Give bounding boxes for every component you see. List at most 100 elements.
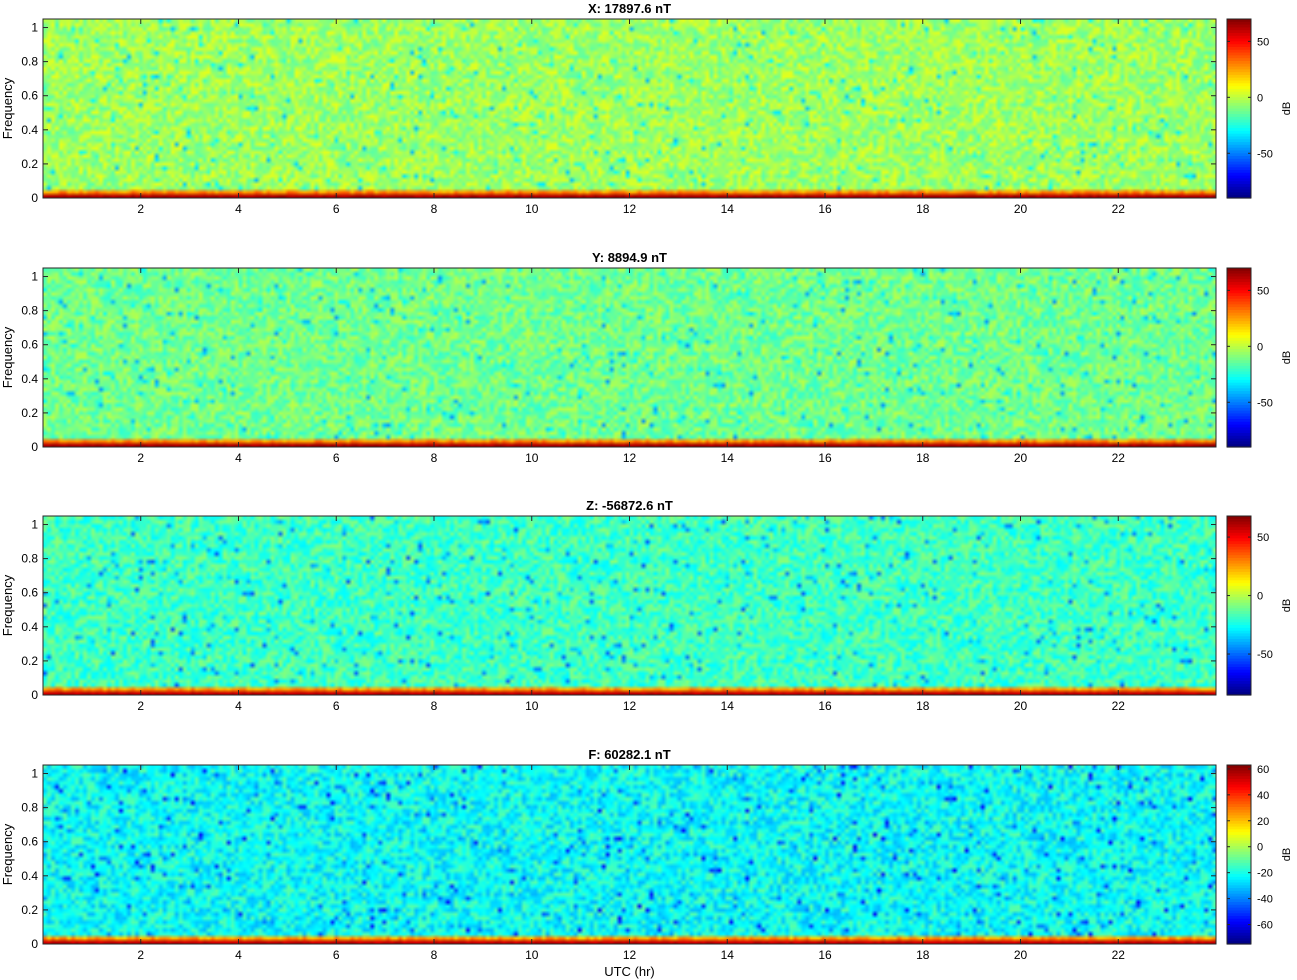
colorbar-swatch <box>1227 848 1251 853</box>
colorbar-swatch <box>1227 122 1251 126</box>
colorbar-swatch <box>1227 552 1251 556</box>
x-tick-label: 10 <box>525 451 539 465</box>
colorbar-swatch <box>1227 778 1251 783</box>
colorbar-swatch <box>1227 340 1251 345</box>
colorbar-swatch <box>1227 388 1251 392</box>
x-tick-label: 12 <box>623 451 637 465</box>
y-tick-label: 0.4 <box>21 372 38 386</box>
colorbar-swatch <box>1227 667 1251 671</box>
colorbar-swatch <box>1227 812 1251 816</box>
colorbar-swatch <box>1227 871 1251 875</box>
colorbar-swatch <box>1227 416 1251 420</box>
colorbar-swatch <box>1227 125 1251 129</box>
colorbar-swatch <box>1227 298 1251 303</box>
colorbar-swatch <box>1227 304 1251 308</box>
y-tick-label: 0 <box>31 191 38 205</box>
x-tick-label: 22 <box>1112 202 1126 216</box>
colorbar-swatch <box>1227 605 1251 609</box>
colorbar-swatch <box>1227 60 1251 65</box>
colorbar-swatch <box>1227 577 1251 581</box>
colorbar-swatch <box>1227 301 1251 305</box>
colorbar-swatch <box>1227 167 1251 171</box>
colorbar-swatch <box>1227 938 1251 942</box>
x-tick-label: 2 <box>137 451 144 465</box>
colorbar-swatch <box>1227 527 1251 531</box>
colorbar-swatch <box>1227 391 1251 395</box>
colorbar-swatch <box>1227 868 1251 872</box>
colorbar-swatch <box>1227 888 1251 892</box>
colorbar-swatch <box>1227 195 1251 199</box>
x-tick-label: 6 <box>333 202 340 216</box>
y-tick-label: 0 <box>31 688 38 702</box>
colorbar-swatch <box>1227 94 1251 98</box>
colorbar-swatch <box>1227 818 1251 822</box>
colorbar-swatch <box>1227 335 1251 339</box>
colorbar-swatch <box>1227 19 1251 23</box>
x-tick-label: 18 <box>916 948 930 962</box>
colorbar-swatch <box>1227 349 1251 353</box>
x-tick-label: 16 <box>818 451 832 465</box>
colorbar-swatch <box>1227 175 1251 180</box>
colorbar-swatch <box>1227 655 1251 660</box>
colorbar-swatch <box>1227 591 1251 595</box>
colorbar-swatch <box>1227 834 1251 839</box>
colorbar-tick-label: -50 <box>1257 397 1273 409</box>
y-tick-label: 0.4 <box>21 123 38 137</box>
colorbar-swatch <box>1227 692 1251 696</box>
colorbar-swatch <box>1227 192 1251 196</box>
colorbar-swatch <box>1227 837 1251 842</box>
colorbar-swatch <box>1227 184 1251 188</box>
x-tick-label: 16 <box>818 699 832 713</box>
colorbar-swatch <box>1227 38 1251 42</box>
y-tick-label: 0 <box>31 937 38 951</box>
colorbar-swatch <box>1227 765 1251 769</box>
colorbar-swatch <box>1227 851 1251 856</box>
x-tick-label: 20 <box>1014 451 1028 465</box>
colorbar-swatch <box>1227 27 1251 31</box>
x-tick-label: 22 <box>1112 699 1126 713</box>
colorbar-swatch <box>1227 571 1251 576</box>
colorbar-swatch <box>1227 538 1251 542</box>
colorbar-swatch <box>1227 337 1251 342</box>
colorbar-swatch <box>1227 407 1251 412</box>
colorbar-swatch <box>1227 574 1251 579</box>
colorbar-swatch <box>1227 66 1251 70</box>
colorbar-swatch <box>1227 776 1251 780</box>
colorbar-swatch <box>1227 566 1251 570</box>
colorbar: -50 0 50 dB <box>1226 267 1293 448</box>
colorbar-swatch <box>1227 427 1251 431</box>
colorbar-swatch <box>1227 105 1251 110</box>
panel-title: Y: 8894.9 nT <box>592 250 667 265</box>
x-tick-label: 8 <box>431 948 438 962</box>
y-tick-label: 1 <box>31 21 38 35</box>
y-tick-label: 0.2 <box>21 406 38 420</box>
colorbar-swatch <box>1227 941 1251 945</box>
x-tick-label: 2 <box>137 699 144 713</box>
colorbar-swatch <box>1227 430 1251 434</box>
x-tick-label: 14 <box>721 948 735 962</box>
colorbar-tick-label: -20 <box>1257 868 1273 880</box>
x-tick-label: 4 <box>235 699 242 713</box>
colorbar-swatch <box>1227 178 1251 182</box>
colorbar-swatch <box>1227 80 1251 84</box>
colorbar-swatch <box>1227 792 1251 797</box>
spectrogram-panel-3: F: 60282.1 nT2 4 6 8 10 12 14 16 18 20 2200.20.40.… <box>0 747 1293 962</box>
colorbar-swatch <box>1227 365 1251 370</box>
colorbar-tick-label: 0 <box>1257 92 1263 104</box>
colorbar-swatch <box>1227 354 1251 359</box>
x-tick-label: 6 <box>333 948 340 962</box>
x-tick-label: 14 <box>721 202 735 216</box>
colorbar-swatch <box>1227 594 1251 598</box>
colorbar-swatch <box>1227 158 1251 163</box>
colorbar-swatch <box>1227 307 1251 311</box>
colorbar-swatch <box>1227 644 1251 649</box>
panel-title: Z: -56872.6 nT <box>586 498 673 513</box>
colorbar-swatch <box>1227 557 1251 562</box>
colorbar-label: dB <box>1281 848 1293 861</box>
colorbar-swatch <box>1227 63 1251 68</box>
colorbar-label: dB <box>1281 102 1293 115</box>
colorbar-swatch <box>1227 781 1251 786</box>
colorbar-swatch <box>1227 24 1251 28</box>
colorbar-swatch <box>1227 371 1251 375</box>
colorbar-swatch <box>1227 116 1251 121</box>
